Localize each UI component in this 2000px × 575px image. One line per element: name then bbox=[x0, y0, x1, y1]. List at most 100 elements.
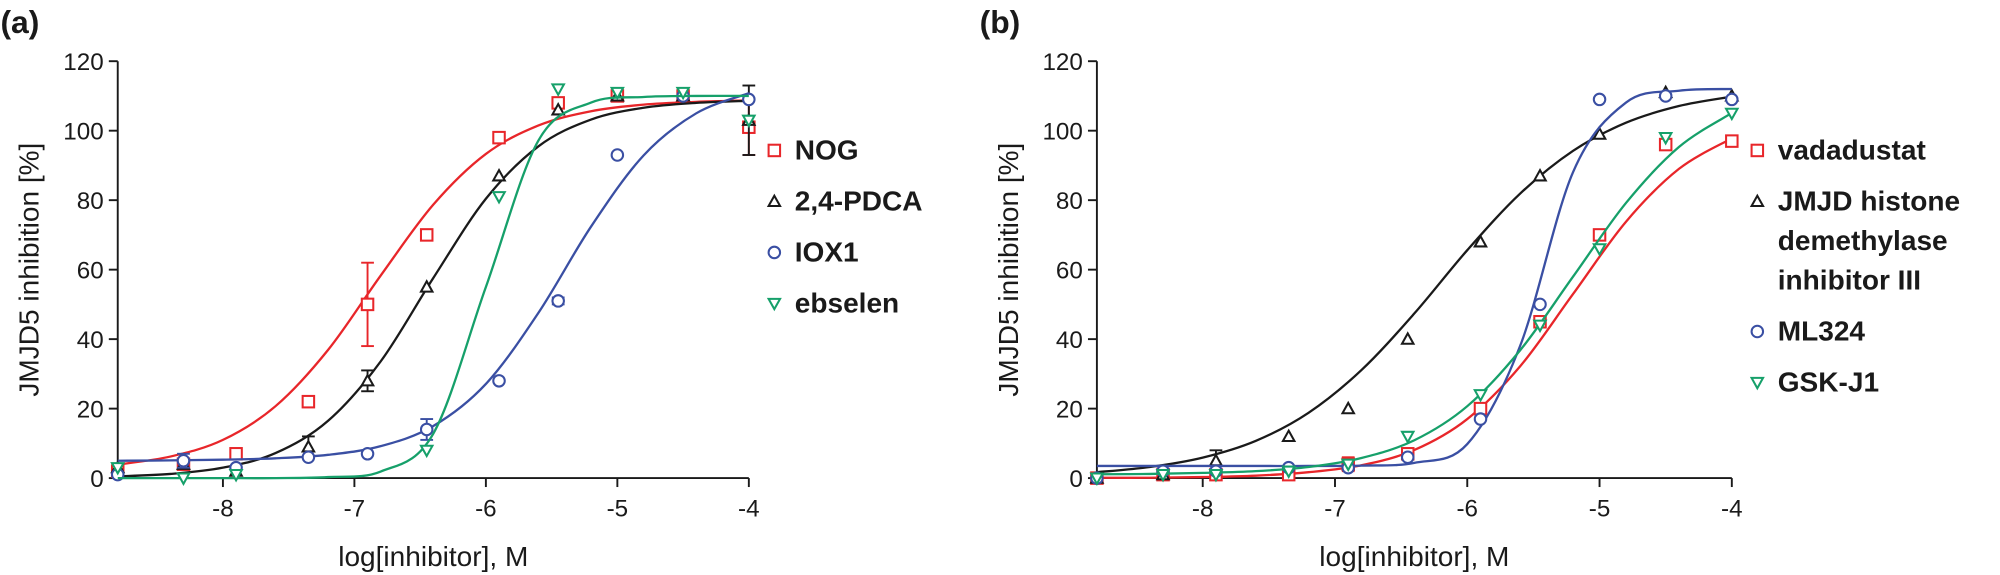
marker bbox=[1749, 376, 1765, 391]
marker bbox=[1592, 92, 1607, 107]
legend-entry: NOG bbox=[764, 130, 1994, 170]
fit-curve bbox=[117, 92, 750, 462]
marker bbox=[301, 394, 316, 409]
marker bbox=[176, 453, 191, 468]
x-tick-label: -6 bbox=[475, 495, 497, 522]
y-tick-label: 120 bbox=[63, 49, 103, 76]
marker bbox=[1749, 193, 1765, 208]
marker bbox=[1592, 126, 1608, 140]
legend-label: 2,4-PDCA bbox=[794, 184, 923, 217]
marker bbox=[1750, 324, 1765, 339]
legend-marker bbox=[767, 245, 782, 260]
marker bbox=[360, 372, 376, 387]
y-tick-label: 40 bbox=[1056, 327, 1083, 354]
legend-entry: GSK-J1 bbox=[1747, 362, 1994, 402]
x-axis-label: log[inhibitor], M bbox=[1319, 541, 1509, 572]
marker bbox=[1532, 319, 1548, 334]
y-tick-label: 120 bbox=[1042, 49, 1082, 76]
marker bbox=[1400, 450, 1415, 465]
marker bbox=[491, 168, 507, 182]
y-axis-label: JMJD5 inhibition [%] bbox=[993, 143, 1024, 397]
marker bbox=[419, 279, 435, 293]
fit-curve bbox=[1096, 137, 1733, 479]
x-axis-label: log[inhibitor], M bbox=[338, 541, 528, 572]
y-tick-label: 20 bbox=[77, 397, 104, 424]
y-tick-label: 100 bbox=[63, 119, 103, 146]
x-tick-label: -5 bbox=[607, 495, 629, 522]
legend-marker bbox=[767, 143, 782, 158]
marker bbox=[1089, 472, 1105, 486]
marker bbox=[767, 245, 782, 260]
legend-entry: JMJD histone demethylase inhibitor III bbox=[1747, 181, 1994, 300]
legend-entry: vadadustat bbox=[1747, 130, 1994, 170]
y-axis-label: JMJD5 inhibition [%] bbox=[14, 143, 45, 397]
legend-marker bbox=[1749, 193, 1765, 208]
marker bbox=[741, 114, 757, 129]
marker bbox=[766, 193, 782, 208]
legend-entry: ebselen bbox=[764, 283, 1994, 323]
x-tick-label: -8 bbox=[1192, 495, 1214, 522]
marker bbox=[550, 101, 566, 116]
marker bbox=[301, 450, 316, 465]
marker bbox=[675, 86, 691, 101]
panel-label: (a) bbox=[0, 4, 39, 40]
marker bbox=[419, 422, 434, 437]
marker bbox=[1725, 134, 1739, 148]
marker bbox=[1473, 234, 1488, 248]
x-tick-label: -4 bbox=[1721, 495, 1743, 522]
marker bbox=[610, 148, 625, 162]
legend-marker bbox=[766, 297, 782, 312]
marker bbox=[551, 294, 565, 308]
legend-label: IOX1 bbox=[794, 235, 859, 268]
y-tick-label: 60 bbox=[1056, 258, 1083, 285]
marker bbox=[1400, 331, 1416, 345]
legend: vadadustat JMJD histone demethylase inhib… bbox=[1747, 130, 1994, 402]
legend-box: NOG 2,4-PDCA IOX1 ebselen bbox=[764, 130, 1994, 323]
legend-box: vadadustat JMJD histone demethylase inhib… bbox=[1747, 130, 1994, 402]
legend-label: vadadustat bbox=[1777, 133, 1926, 166]
x-tick-label: -6 bbox=[1456, 495, 1478, 522]
marker bbox=[1658, 89, 1673, 103]
legend: NOG 2,4-PDCA IOX1 ebselen bbox=[764, 130, 1994, 323]
marker bbox=[1658, 132, 1674, 146]
fit-curve bbox=[117, 94, 749, 480]
marker bbox=[1208, 469, 1224, 483]
x-tick-label: -5 bbox=[1589, 495, 1611, 522]
y-tick-label: 20 bbox=[1056, 397, 1083, 424]
legend-label: JMJD histone demethylase inhibitor III bbox=[1777, 184, 1961, 296]
legend-marker bbox=[1749, 376, 1765, 391]
y-tick-label: 80 bbox=[77, 188, 104, 215]
marker bbox=[609, 86, 625, 101]
legend-entry: IOX1 bbox=[764, 232, 1994, 272]
legend-marker bbox=[1750, 143, 1765, 158]
marker bbox=[492, 130, 506, 145]
y-tick-label: 80 bbox=[1056, 188, 1083, 215]
y-tick-label: 0 bbox=[90, 466, 103, 493]
panel-label: (b) bbox=[980, 4, 1021, 40]
marker bbox=[1532, 168, 1548, 182]
marker bbox=[228, 469, 244, 483]
marker bbox=[176, 472, 191, 486]
marker bbox=[360, 297, 375, 312]
marker bbox=[419, 228, 434, 242]
legend-label: GSK-J1 bbox=[1777, 365, 1880, 398]
marker bbox=[419, 444, 435, 459]
marker bbox=[1340, 400, 1356, 415]
marker bbox=[1281, 428, 1297, 443]
y-tick-label: 100 bbox=[1042, 119, 1082, 146]
y-tick-label: 60 bbox=[77, 258, 104, 285]
marker bbox=[1725, 92, 1739, 107]
fit-curve bbox=[117, 99, 749, 478]
x-tick-label: -7 bbox=[1324, 495, 1346, 522]
marker bbox=[766, 297, 782, 312]
marker bbox=[1400, 430, 1416, 445]
fit-curve bbox=[1096, 95, 1733, 474]
x-tick-label: -8 bbox=[212, 495, 234, 522]
marker bbox=[1533, 297, 1547, 312]
marker bbox=[1281, 465, 1297, 479]
marker bbox=[229, 447, 243, 461]
marker bbox=[1473, 389, 1488, 403]
marker bbox=[550, 83, 566, 97]
